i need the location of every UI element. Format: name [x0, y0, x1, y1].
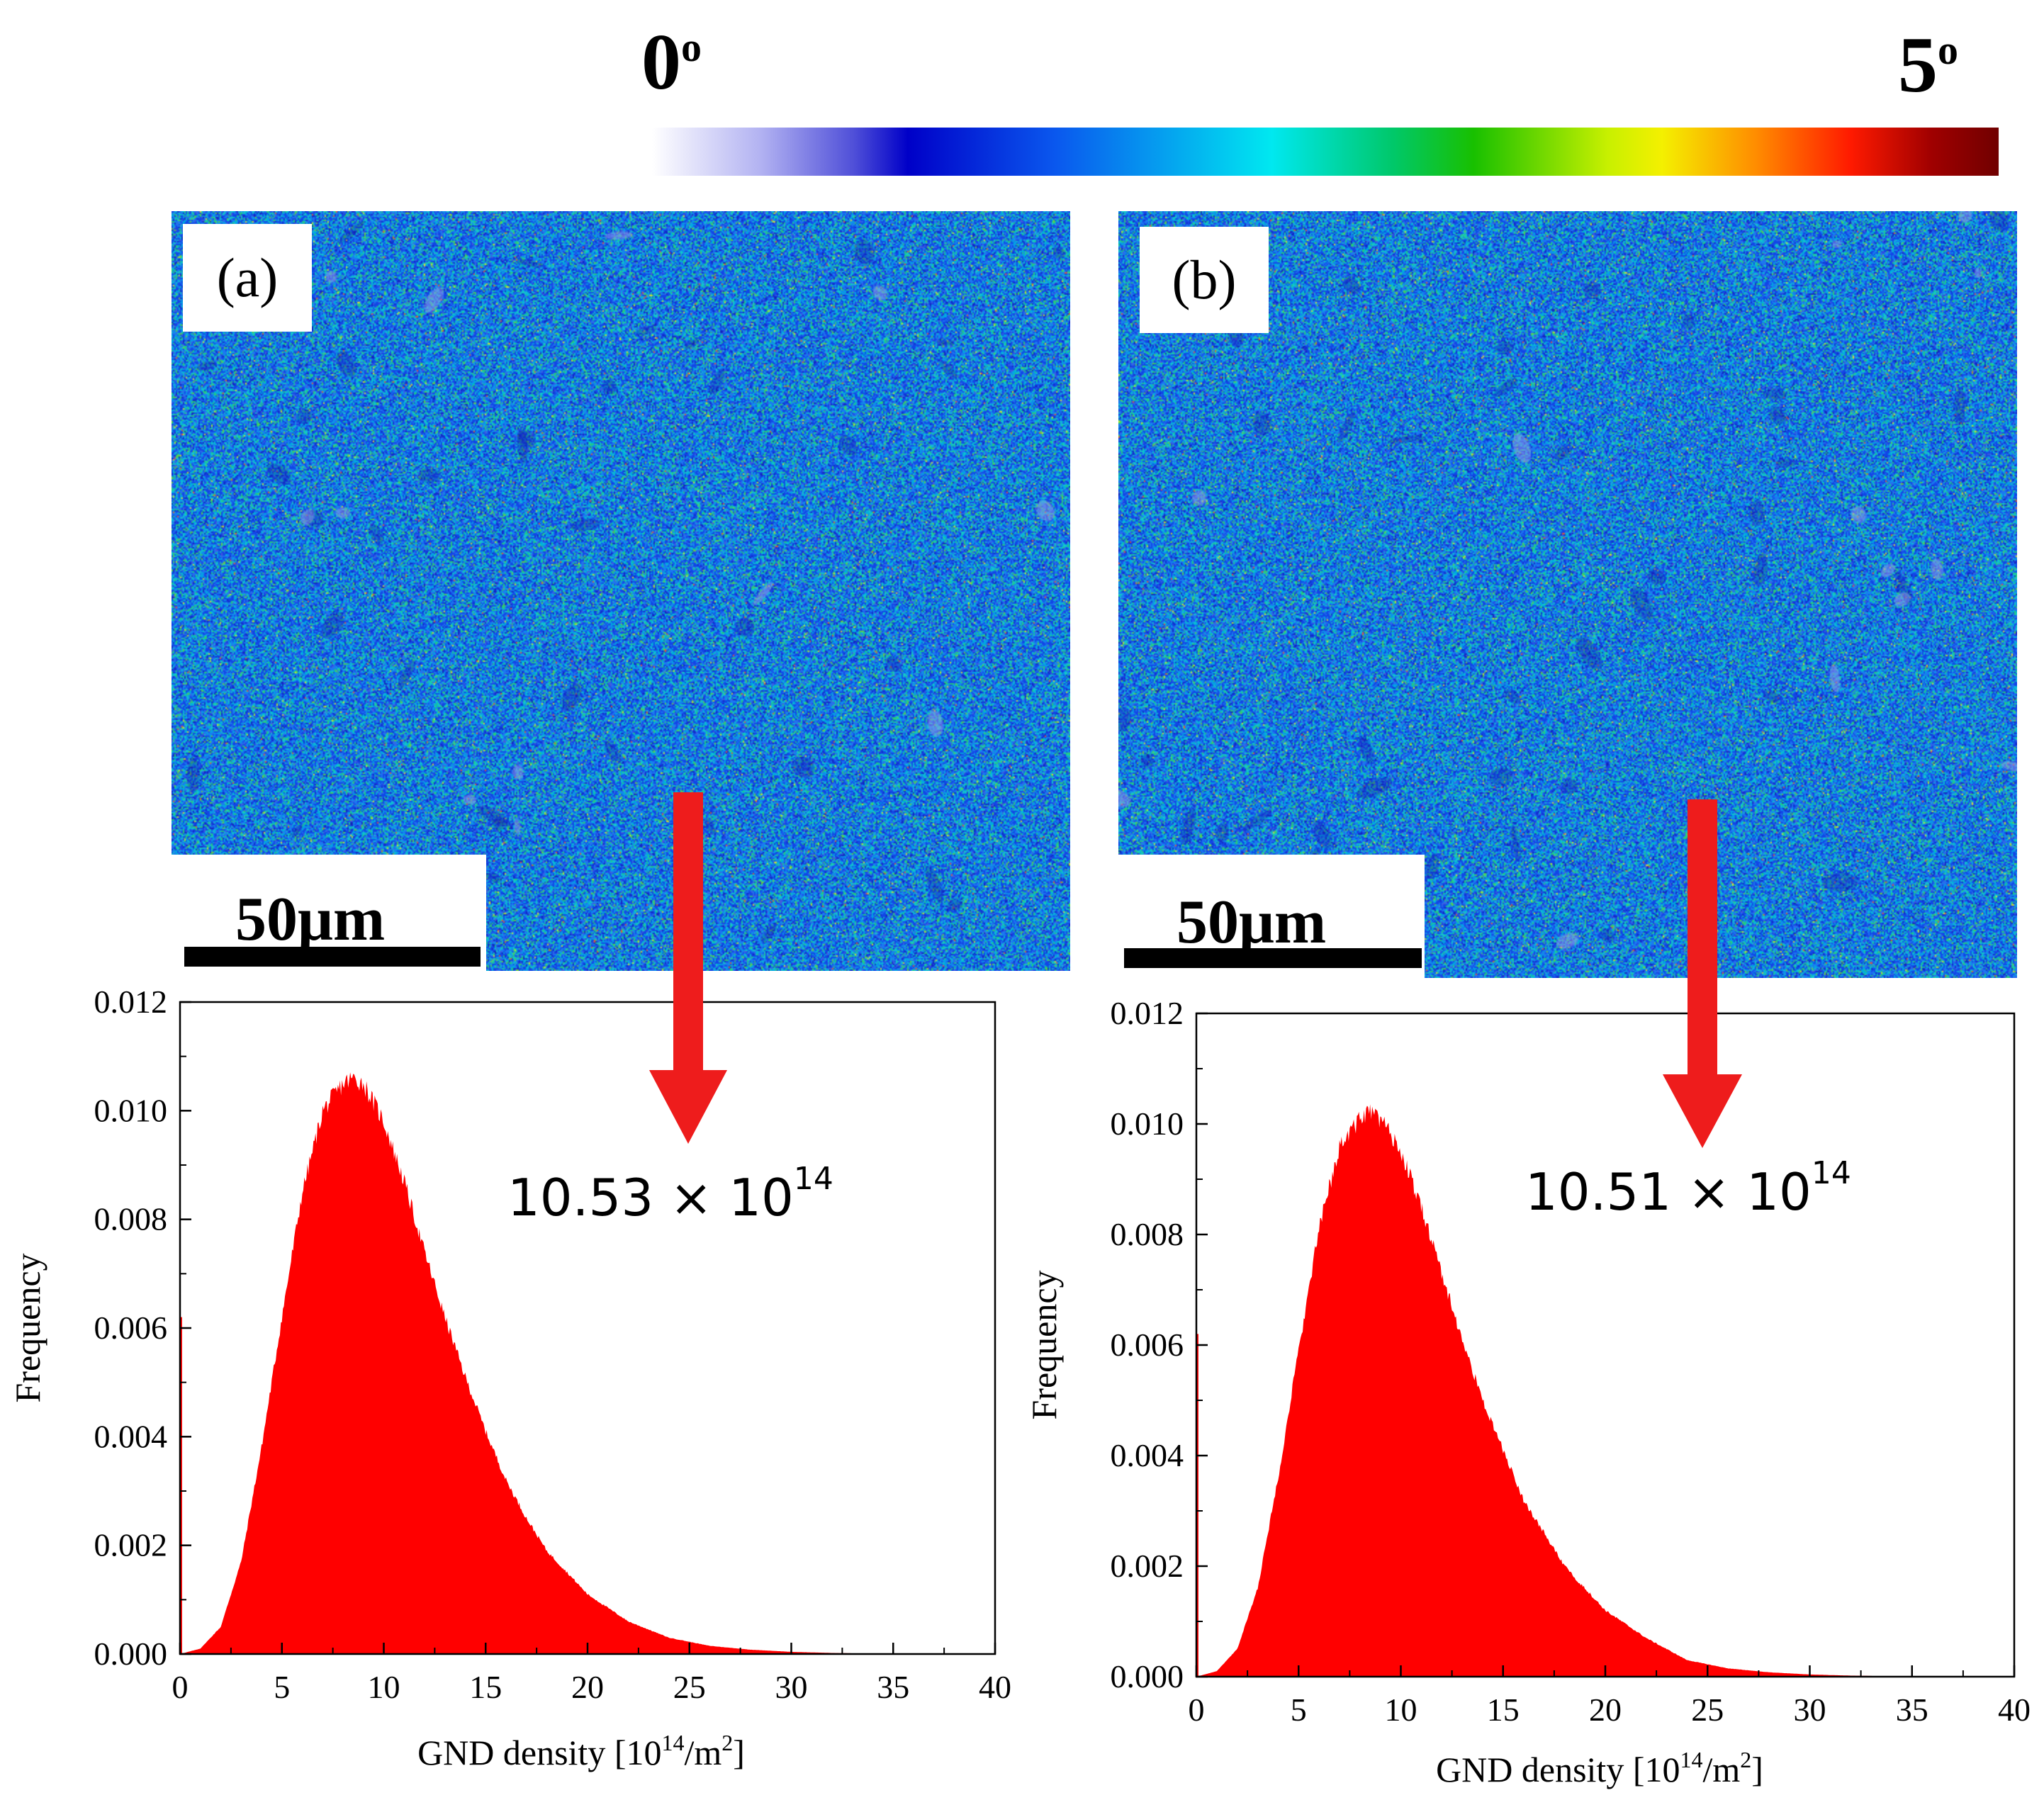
colorbar-min-label: 0o: [641, 18, 702, 106]
scale-box-b: 50μm: [1118, 855, 1425, 978]
x-tick-label-6: 30: [775, 1669, 808, 1705]
x-tick-label-7: 35: [1896, 1692, 1928, 1728]
histogram-a: 0 5 10 15 20 25 30 35 40 0.000 0.002 0.004 0.006 0.00…: [8, 984, 1011, 1772]
x-axis-label-part-0-4: ]: [733, 1733, 745, 1772]
x-axis-label-0: GND density [1014/m2]: [417, 1730, 745, 1772]
x-tick-label-2: 10: [368, 1669, 400, 1705]
arrow-down-shape-a: [649, 792, 727, 1144]
panel-label-a: (a): [183, 224, 312, 332]
arrow-down-icon-a: [649, 792, 727, 1144]
gnd-map-a: [172, 211, 1070, 971]
mean-gnd-annotation-a: 10.53 × 1014: [507, 1161, 833, 1227]
scale-box-a: 50μm: [172, 855, 486, 971]
x-axis-label-part-1-4: ]: [1751, 1750, 1763, 1789]
arrow-down-shape-b: [1663, 799, 1742, 1148]
y-tick-label-4: 0.008: [1111, 1216, 1184, 1252]
y-tick-label-0: 0.000: [94, 1636, 168, 1672]
histogram-b: 0 5 10 15 20 25 30 35 40 0.000 0.002 0.004 0.006 0.00…: [1024, 995, 2031, 1789]
x-tick-label-4: 20: [1589, 1692, 1622, 1728]
gnd-map-b-image: [1118, 211, 2017, 978]
x-axis-label-part-1-2: /m: [1702, 1750, 1740, 1789]
x-tick-label-2: 10: [1385, 1692, 1417, 1728]
y-tick-label-6: 0.012: [1111, 995, 1184, 1031]
x-tick-label-0: 0: [1189, 1692, 1205, 1728]
x-axis-label-part-0-2: /m: [684, 1733, 721, 1772]
y-tick-label-3: 0.006: [94, 1310, 168, 1346]
mean-gnd-annotation-b: 10.51 × 1014: [1525, 1155, 1851, 1222]
x-tick-label-5: 25: [673, 1669, 706, 1705]
x-axis-label-part-0-1: 14: [661, 1730, 684, 1755]
x-tick-label-8: 40: [1998, 1692, 2031, 1728]
y-tick-label-1: 0.002: [1111, 1548, 1184, 1584]
x-tick-label-7: 35: [877, 1669, 909, 1705]
y-tick-label-4: 0.008: [94, 1201, 168, 1237]
x-tick-label-3: 15: [469, 1669, 502, 1705]
x-tick-label-1: 5: [274, 1669, 290, 1705]
x-tick-label-5: 25: [1691, 1692, 1724, 1728]
histogram-fill-1: [1196, 1104, 1933, 1677]
arrow-down-icon-b: [1663, 799, 1742, 1148]
colorbar-gradient: [652, 128, 1999, 176]
x-tick-label-3: 15: [1487, 1692, 1520, 1728]
y-tick-label-2: 0.004: [1111, 1437, 1184, 1473]
scale-label-b: 50μm: [1177, 888, 1327, 957]
x-tick-label-6: 30: [1794, 1692, 1826, 1728]
y-tick-label-5: 0.010: [1111, 1106, 1184, 1142]
y-tick-label-6: 0.012: [94, 984, 168, 1020]
x-tick-label-0: 0: [172, 1669, 189, 1705]
scale-bar-a: [184, 947, 481, 967]
x-axis-label-part-0-3: 2: [721, 1730, 733, 1755]
histogram-fill-0: [180, 1072, 914, 1654]
x-axis-label-part-1-0: GND density [10: [1436, 1750, 1680, 1789]
y-tick-label-3: 0.006: [1111, 1327, 1184, 1363]
y-axis-label-1: Frequency: [1024, 1270, 1064, 1419]
colorbar-max-label: 5o: [1898, 21, 1958, 109]
scale-bar-b: [1124, 948, 1422, 968]
x-tick-label-1: 5: [1291, 1692, 1307, 1728]
x-axis-label-1: GND density [1014/m2]: [1436, 1747, 1763, 1789]
y-tick-label-0: 0.000: [1111, 1658, 1184, 1694]
y-tick-label-1: 0.002: [94, 1527, 168, 1563]
y-tick-label-5: 0.010: [94, 1092, 168, 1128]
panel-label-b: (b): [1140, 227, 1269, 333]
x-axis-label-part-1-1: 14: [1680, 1747, 1702, 1772]
gnd-map-a-image: [172, 211, 1070, 971]
y-axis-label-0: Frequency: [8, 1253, 47, 1402]
x-tick-label-8: 40: [979, 1669, 1011, 1705]
x-axis-label-part-1-3: 2: [1740, 1747, 1751, 1772]
x-axis-label-part-0-0: GND density [10: [417, 1733, 661, 1772]
scale-label-a: 50μm: [235, 885, 386, 954]
x-tick-label-4: 20: [571, 1669, 604, 1705]
gnd-map-b: [1118, 211, 2017, 978]
y-tick-label-2: 0.004: [94, 1418, 168, 1454]
